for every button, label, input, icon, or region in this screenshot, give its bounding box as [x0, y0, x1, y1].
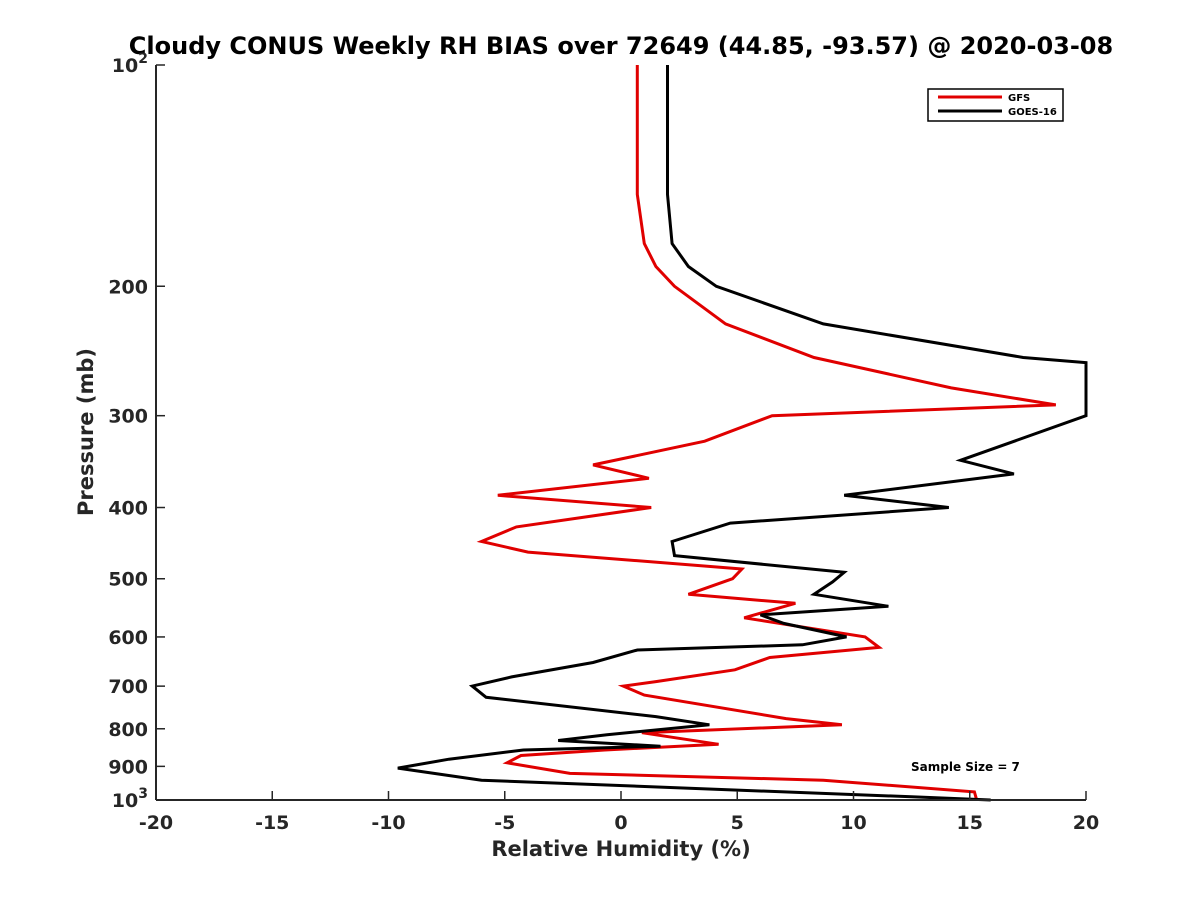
- sample-size-annotation: Sample Size = 7: [911, 760, 1020, 774]
- legend-label-gfs: GFS: [1008, 93, 1030, 104]
- y-tick-label: 400: [108, 498, 148, 520]
- x-tick-label: 20: [1073, 812, 1099, 834]
- x-axis-ticks: -20 -15 -10 -5 0 5 10 15 20: [139, 791, 1099, 834]
- series-layer: [397, 65, 1088, 802]
- y-tick-label: 300: [108, 406, 148, 428]
- x-tick-label: 0: [614, 812, 627, 834]
- x-tick-label: -15: [255, 812, 289, 834]
- y-tick-label: 900: [108, 756, 148, 778]
- legend-box: [927, 88, 1064, 122]
- y-tick-label: 800: [108, 719, 148, 741]
- y-tick-label: 500: [108, 569, 148, 591]
- series-line-gfs: [476, 65, 1057, 801]
- y-axis-label: Pressure (mb): [74, 348, 98, 516]
- y-tick-label: 103: [112, 786, 148, 812]
- x-tick-label: -5: [494, 812, 515, 834]
- x-tick-label: 5: [731, 812, 744, 834]
- chart-title: Cloudy CONUS Weekly RH BIAS over 72649 (…: [129, 32, 1113, 60]
- y-tick-label: 700: [108, 676, 148, 698]
- y-tick-label: 600: [108, 627, 148, 649]
- plot-area: -20 -15 -10 -5 0 5 10 15 20 102 200 300 400 500 600 70…: [108, 51, 1099, 834]
- x-tick-label: -20: [139, 812, 173, 834]
- x-tick-label: -10: [371, 812, 405, 834]
- legend-label-goes16: GOES-16: [1008, 107, 1057, 118]
- legend: GFS GOES-16: [927, 88, 1064, 122]
- y-axis-ticks: 102 200 300 400 500 600 700 800 900 103: [108, 51, 165, 812]
- x-tick-label: 10: [840, 812, 866, 834]
- y-tick-label: 200: [108, 276, 148, 298]
- x-tick-label: 15: [957, 812, 983, 834]
- series-line-goes16: [397, 65, 1088, 802]
- x-axis-label: Relative Humidity (%): [491, 837, 750, 861]
- y-tick-label: 102: [112, 51, 148, 77]
